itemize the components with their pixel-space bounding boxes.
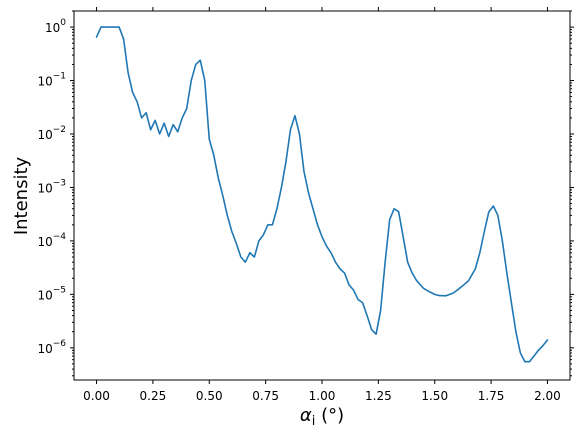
axis-ticks [70,7,574,384]
x-axis-label-subscript: i [312,414,316,429]
x-axis-label-symbol: α [300,405,312,426]
x-tick-label: 1.75 [478,389,505,403]
x-tick-label: 1.25 [365,389,392,403]
y-tick-label: 10−6 [37,339,66,356]
plot-area [95,26,549,363]
x-tick-label: 1.50 [421,389,448,403]
y-tick-label: 10−4 [37,232,66,249]
y-tick-label: 10−2 [37,125,66,142]
series-line-0 [95,26,549,363]
y-tick-label: 100 [45,18,66,35]
x-axis-label-unit: (°) [315,405,344,426]
y-tick-label: 10−5 [37,285,66,302]
x-tick-label: 0.75 [252,389,279,403]
x-tick-label: 0.25 [140,389,167,403]
x-axis-label: αi (°) [300,405,344,429]
x-tick-label: 1.00 [309,389,336,403]
x-tick-label: 2.00 [534,389,561,403]
y-tick-label: 10−3 [37,178,66,195]
x-tick-label: 0.50 [196,389,223,403]
y-axis-label: Intensity [11,156,32,235]
axis-tick-labels: 0.00 0.25 0.50 0.75 1.00 1.25 1.50 1.75 2.00 10−6… [37,18,560,403]
plot-frame [73,10,571,381]
x-tick-label: 0.00 [83,389,110,403]
y-tick-label: 10−1 [37,72,66,89]
